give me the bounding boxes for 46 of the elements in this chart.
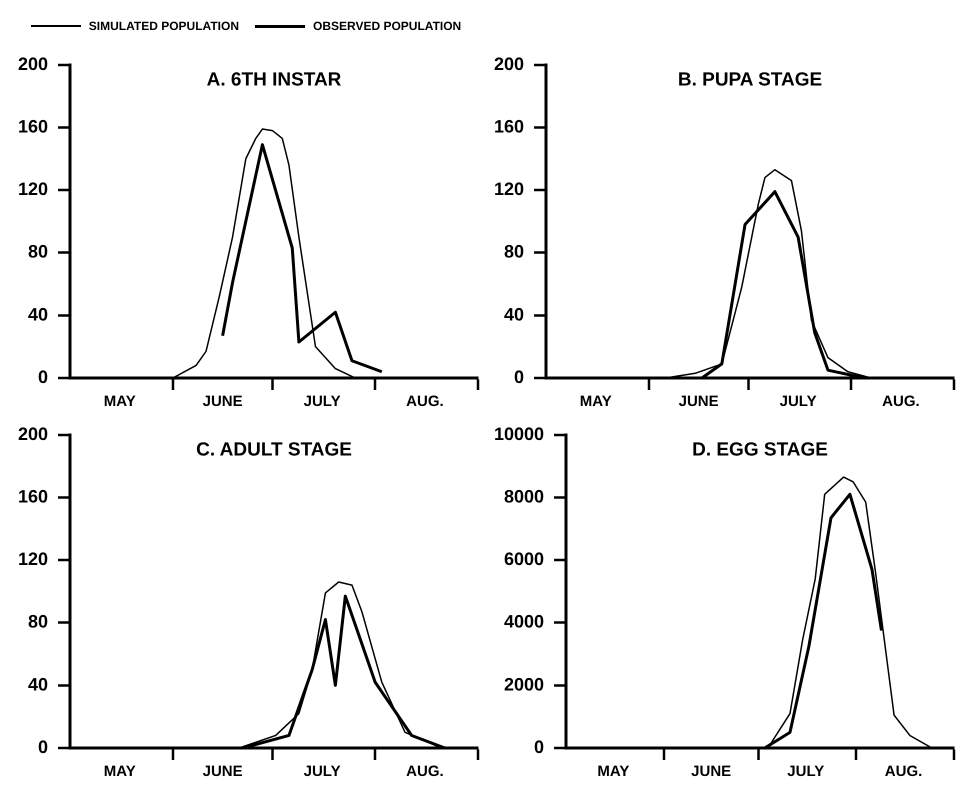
x-tick-label: AUG. <box>406 763 444 780</box>
y-tick-label: 160 <box>18 116 48 136</box>
y-tick-label: 80 <box>28 612 48 632</box>
y-tick-label: 200 <box>18 424 48 444</box>
y-tick-label: 6000 <box>504 549 544 570</box>
x-tick-label: MAY <box>104 393 136 410</box>
y-tick-label: 8000 <box>504 486 544 506</box>
y-tick-label: 0 <box>534 736 544 757</box>
y-tick-label: 40 <box>504 304 524 324</box>
chart-title: A. 6TH INSTAR <box>206 70 342 91</box>
y-tick-label: 80 <box>504 242 524 262</box>
x-tick-label: AUG. <box>882 393 920 410</box>
y-tick-label: 80 <box>28 242 48 262</box>
x-tick-label: JUNE <box>678 393 719 410</box>
legend-label: OBSERVED POPULATION <box>312 19 462 33</box>
y-tick-label: 200 <box>18 54 48 74</box>
y-tick-label: 2000 <box>504 674 544 694</box>
y-tick-label: 40 <box>28 304 48 324</box>
x-tick-label: AUG. <box>406 393 444 410</box>
y-tick-label: 0 <box>38 366 48 387</box>
x-tick-label: MAY <box>597 763 630 780</box>
y-tick-label: 0 <box>38 736 48 757</box>
y-tick-label: 160 <box>18 486 48 506</box>
x-tick-label: JULY <box>780 393 817 410</box>
y-tick-label: 120 <box>494 179 524 200</box>
y-tick-label: 0 <box>514 366 524 387</box>
y-tick-label: 10000 <box>494 424 544 444</box>
x-tick-label: MAY <box>104 763 136 780</box>
x-tick-label: MAY <box>580 393 612 410</box>
x-tick-label: AUG. <box>884 763 922 780</box>
x-tick-label: JULY <box>304 763 341 780</box>
y-tick-label: 120 <box>18 549 48 570</box>
x-tick-label: JUNE <box>691 763 732 780</box>
legend-label: SIMULATED POPULATION <box>88 19 239 33</box>
chart-title: B. PUPA STAGE <box>678 70 822 91</box>
chart-title: D. EGG STAGE <box>692 440 828 461</box>
y-tick-label: 160 <box>494 116 524 136</box>
y-tick-label: 120 <box>18 179 48 200</box>
y-tick-label: 40 <box>28 674 48 694</box>
y-tick-label: 200 <box>494 54 524 74</box>
chart-title: C. ADULT STAGE <box>196 440 352 461</box>
x-tick-label: JUNE <box>202 763 243 780</box>
y-tick-label: 4000 <box>504 612 544 632</box>
x-tick-label: JULY <box>304 393 341 410</box>
x-tick-label: JUNE <box>202 393 243 410</box>
x-tick-label: JULY <box>787 763 824 780</box>
